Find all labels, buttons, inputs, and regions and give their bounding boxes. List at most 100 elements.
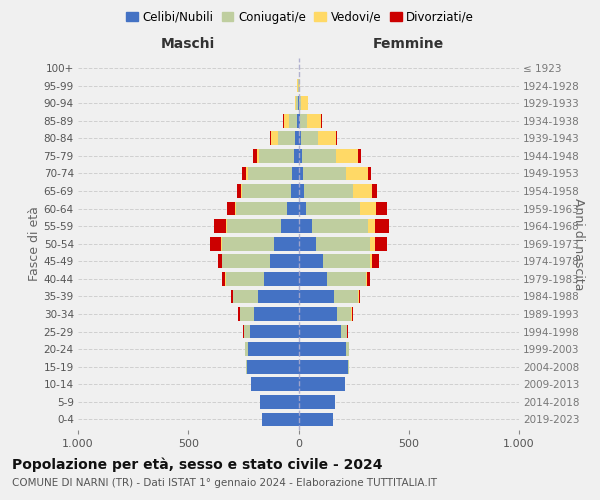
Bar	[307, 114, 320, 128]
Bar	[299, 342, 346, 356]
Bar	[299, 149, 302, 162]
Bar	[231, 290, 233, 304]
Y-axis label: Anni di nascita: Anni di nascita	[572, 198, 586, 290]
Bar	[265, 272, 299, 285]
Bar	[301, 132, 319, 145]
Bar	[226, 220, 227, 233]
Bar	[376, 202, 387, 215]
Bar	[373, 254, 379, 268]
Bar	[289, 114, 298, 128]
Bar	[233, 290, 258, 304]
Bar	[258, 290, 299, 304]
Bar	[306, 202, 360, 215]
Bar	[352, 307, 353, 321]
Bar	[358, 149, 361, 162]
Bar	[262, 412, 299, 426]
Bar	[291, 184, 299, 198]
Bar	[236, 202, 287, 215]
Bar	[299, 96, 301, 110]
Bar	[374, 220, 389, 233]
Y-axis label: Fasce di età: Fasce di età	[28, 206, 41, 281]
Bar	[299, 114, 307, 128]
Bar	[299, 166, 303, 180]
Bar	[303, 166, 346, 180]
Bar	[295, 96, 296, 110]
Bar	[227, 220, 281, 233]
Bar	[299, 132, 301, 145]
Bar	[237, 184, 241, 198]
Bar	[299, 325, 341, 338]
Bar	[210, 237, 221, 250]
Bar	[296, 96, 298, 110]
Bar	[278, 132, 295, 145]
Bar	[248, 166, 292, 180]
Text: Femmine: Femmine	[373, 38, 445, 52]
Bar	[283, 114, 284, 128]
Bar	[298, 114, 299, 128]
Bar	[368, 166, 371, 180]
Bar	[292, 166, 299, 180]
Bar	[341, 325, 347, 338]
Bar	[242, 166, 245, 180]
Legend: Celibi/Nubili, Coniugati/e, Vedovi/e, Divorziati/e: Celibi/Nubili, Coniugati/e, Vedovi/e, Di…	[121, 6, 479, 28]
Bar	[320, 114, 322, 128]
Bar	[336, 149, 358, 162]
Bar	[347, 325, 348, 338]
Bar	[312, 220, 368, 233]
Bar	[346, 166, 368, 180]
Bar	[299, 360, 348, 374]
Bar	[370, 254, 373, 268]
Bar	[244, 325, 250, 338]
Bar	[271, 132, 278, 145]
Bar	[299, 202, 306, 215]
Bar	[294, 149, 299, 162]
Text: COMUNE DI NARNI (TR) - Dati ISTAT 1° gennaio 2024 - Elaborazione TUTTITALIA.IT: COMUNE DI NARNI (TR) - Dati ISTAT 1° gen…	[12, 478, 437, 488]
Bar	[257, 149, 259, 162]
Bar	[242, 184, 291, 198]
Bar	[299, 79, 300, 92]
Bar	[299, 290, 334, 304]
Bar	[295, 132, 299, 145]
Bar	[287, 202, 299, 215]
Text: Popolazione per età, sesso e stato civile - 2024: Popolazione per età, sesso e stato civil…	[12, 458, 383, 472]
Bar	[299, 184, 304, 198]
Bar	[337, 307, 352, 321]
Bar	[358, 290, 359, 304]
Bar	[248, 342, 299, 356]
Bar	[238, 307, 239, 321]
Bar	[374, 237, 387, 250]
Bar	[299, 220, 312, 233]
Bar	[301, 96, 308, 110]
Bar	[245, 360, 247, 374]
Bar	[336, 132, 337, 145]
Bar	[245, 342, 248, 356]
Bar	[299, 412, 332, 426]
Bar	[241, 184, 242, 198]
Bar	[227, 202, 235, 215]
Bar	[260, 395, 299, 408]
Bar	[334, 290, 358, 304]
Bar	[250, 325, 299, 338]
Bar	[366, 272, 367, 285]
Bar	[245, 166, 248, 180]
Bar	[270, 254, 299, 268]
Bar	[359, 290, 361, 304]
Bar	[373, 184, 377, 198]
Bar	[253, 149, 257, 162]
Bar	[299, 395, 335, 408]
Bar	[346, 342, 349, 356]
Bar	[251, 378, 299, 391]
Bar	[360, 202, 376, 215]
Bar	[223, 254, 270, 268]
Bar	[284, 114, 289, 128]
Bar	[302, 149, 336, 162]
Bar	[223, 237, 274, 250]
Bar	[353, 184, 373, 198]
Bar	[304, 184, 353, 198]
Bar	[327, 272, 366, 285]
Bar	[247, 360, 299, 374]
Text: Maschi: Maschi	[161, 38, 215, 52]
Bar	[254, 307, 299, 321]
Bar	[316, 237, 370, 250]
Bar	[270, 132, 271, 145]
